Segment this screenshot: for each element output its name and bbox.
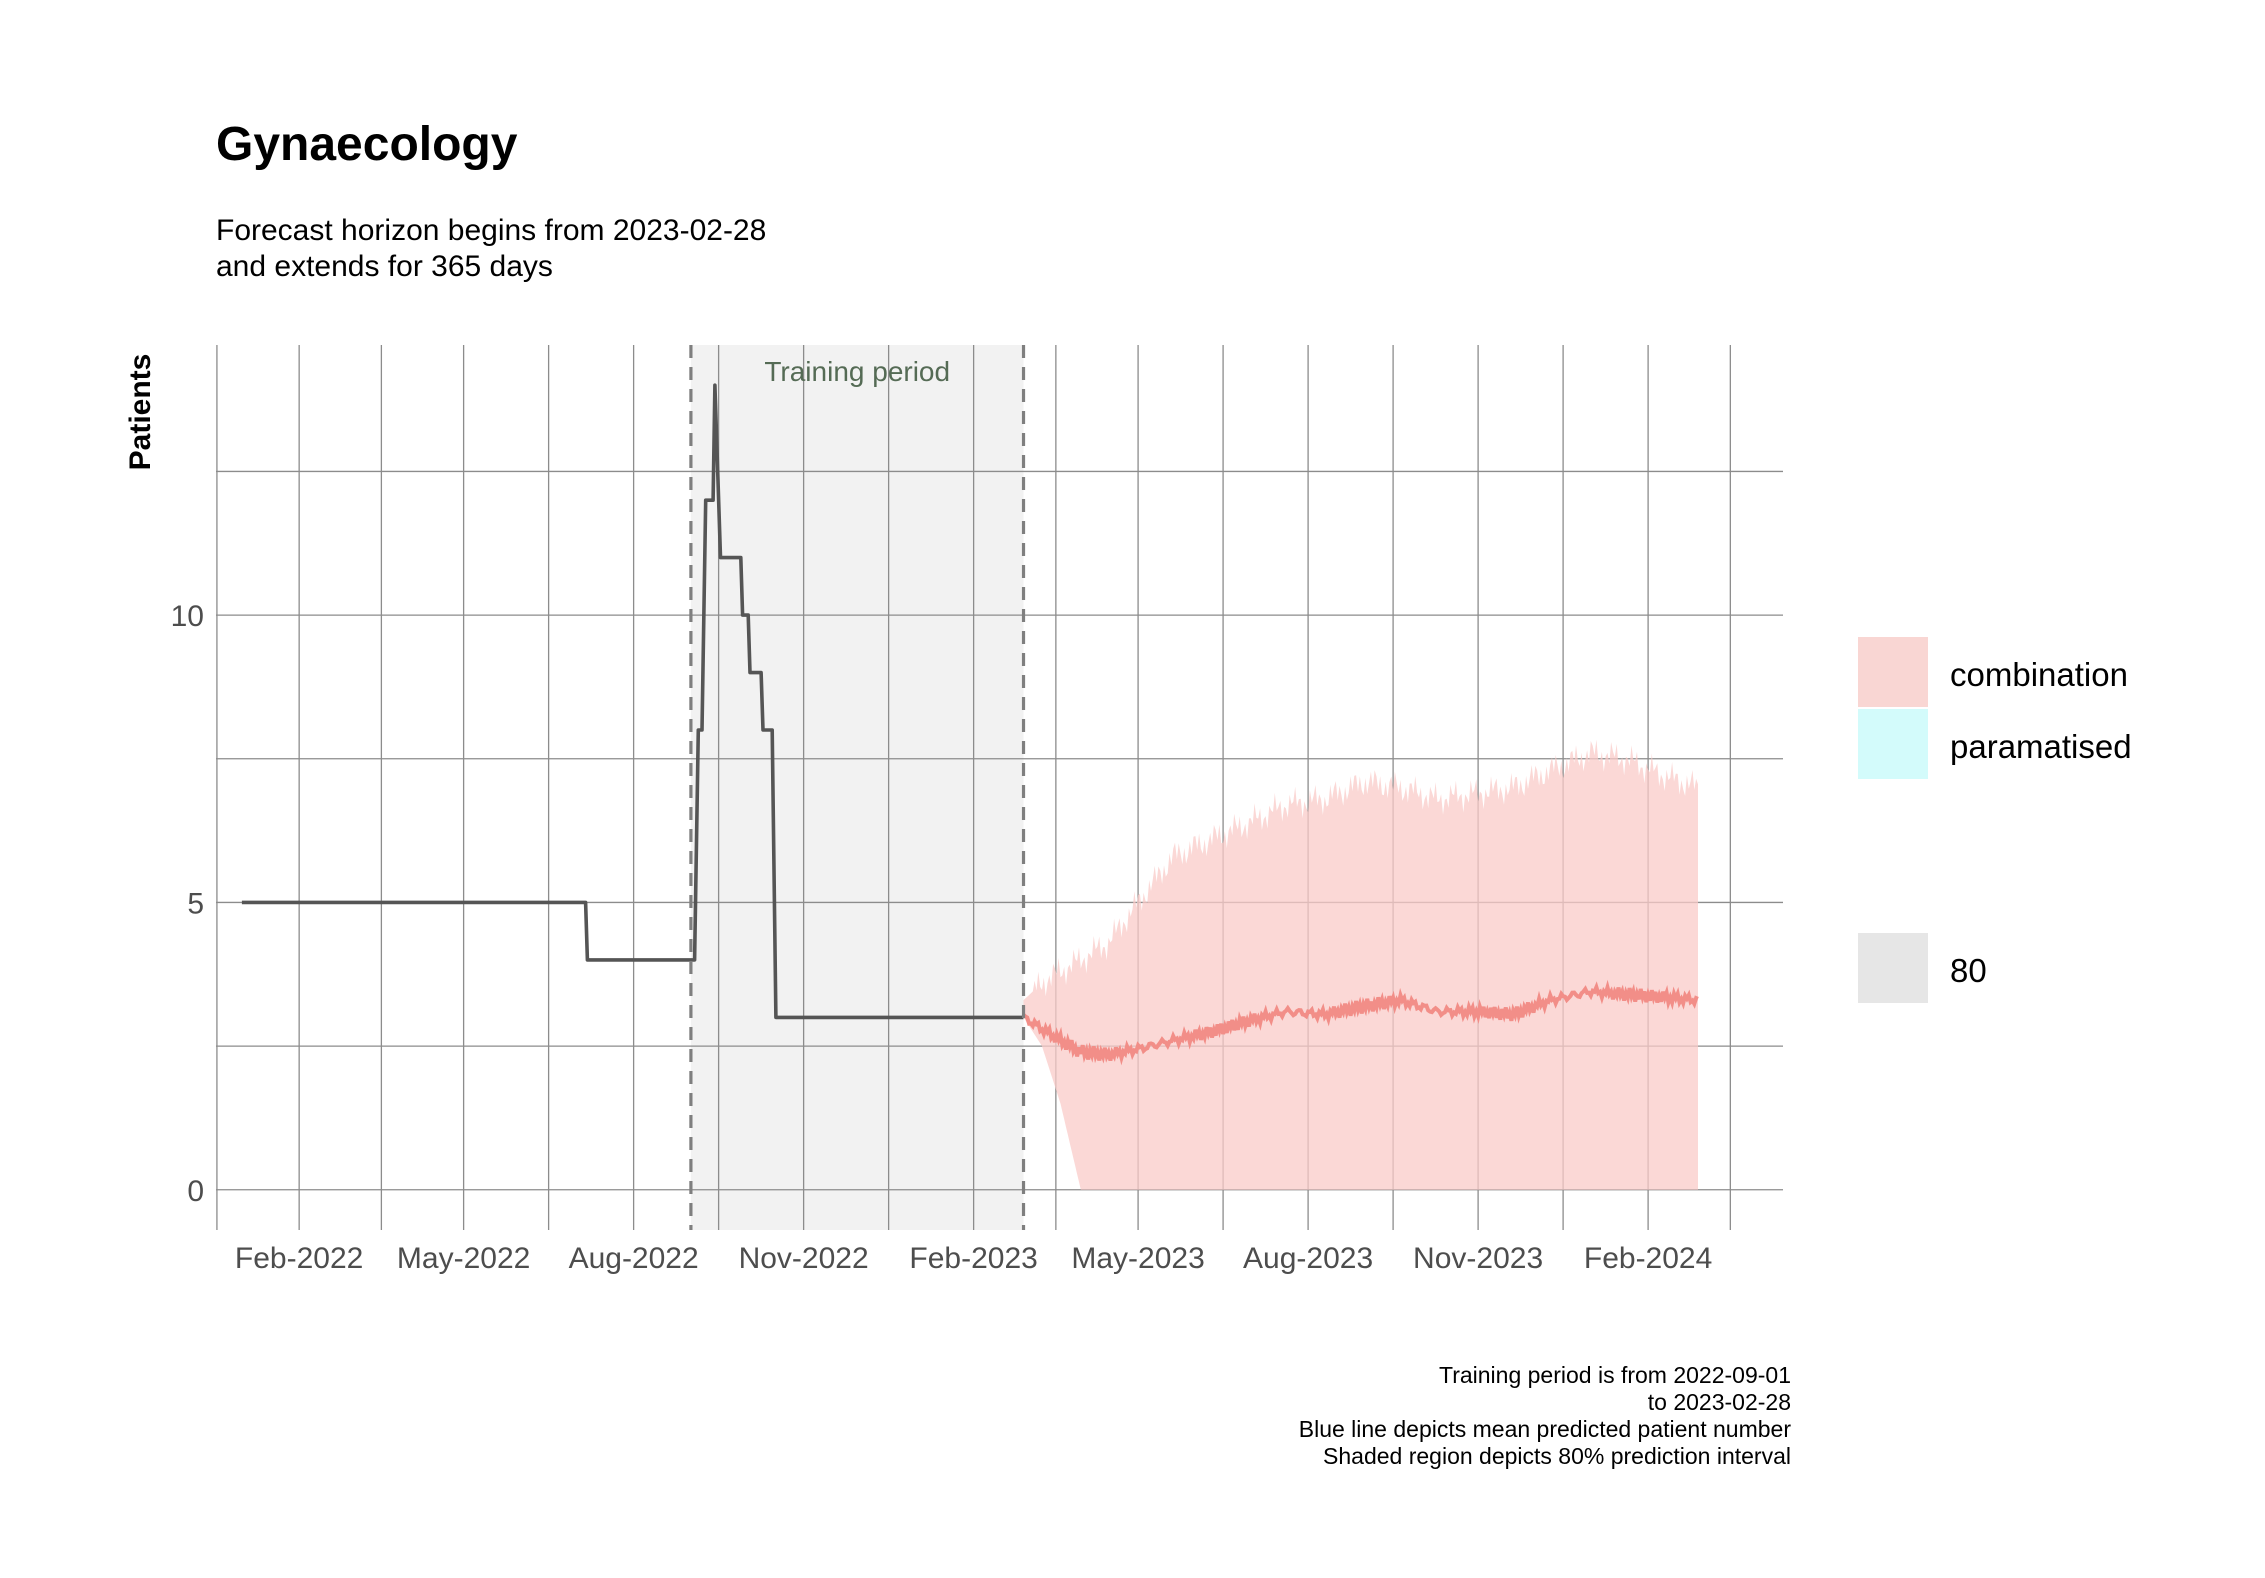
y-tick-label: 10 [171, 600, 204, 633]
x-tick-label: Aug-2023 [1243, 1242, 1373, 1275]
x-tick-label: Feb-2022 [235, 1242, 363, 1275]
chart-title: Gynaecology [216, 118, 518, 171]
x-tick-label: Nov-2022 [739, 1242, 869, 1275]
legend-label-interval: 80 [1950, 952, 1987, 989]
x-tick-label: Feb-2023 [909, 1242, 1037, 1275]
chart-subtitle-line-2: and extends for 365 days [216, 250, 553, 283]
legend-swatch-interval [1858, 933, 1928, 1003]
x-tick-label: Aug-2022 [569, 1242, 699, 1275]
x-tick-label: Nov-2023 [1413, 1242, 1543, 1275]
x-tick-label: Feb-2024 [1584, 1242, 1712, 1275]
legend-label-combination: combination [1950, 656, 2128, 693]
legend-label-paramatised: paramatised [1950, 728, 2132, 765]
legend: combination paramatised 80 [1858, 637, 2132, 1003]
y-tick-label: 5 [187, 887, 204, 920]
observed-series-line [241, 383, 1024, 1020]
caption-line-4: Shaded region depicts 80% prediction int… [1323, 1443, 1791, 1469]
caption-line-3: Blue line depicts mean predicted patient… [1299, 1416, 1792, 1442]
training-period-label: Training period [764, 356, 950, 387]
y-axis-label: Patients [124, 354, 157, 471]
legend-swatch-combination [1858, 637, 1928, 707]
training-period-region [690, 345, 1024, 1230]
forecast-interval-band [1023, 739, 1698, 1190]
plot-area: 0 5 10 Feb-2022 May-2022 Aug-2022 Nov-2022 Feb-… [171, 345, 1783, 1275]
y-tick-label: 0 [187, 1175, 204, 1208]
caption-line-2: to 2023-02-28 [1648, 1389, 1791, 1415]
x-tick-label: May-2023 [1071, 1242, 1204, 1275]
caption-line-1: Training period is from 2022-09-01 [1439, 1362, 1791, 1388]
x-tick-label: May-2022 [397, 1242, 530, 1275]
chart-subtitle-line-1: Forecast horizon begins from 2023-02-28 [216, 214, 766, 247]
forecast-mean-line [1022, 979, 1699, 1066]
legend-swatch-paramatised [1858, 709, 1928, 779]
